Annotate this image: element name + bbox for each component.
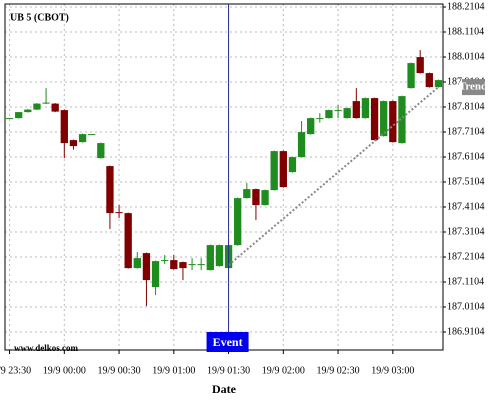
candle-body [60, 110, 68, 144]
candle-body [151, 261, 160, 288]
candle-body [389, 101, 397, 143]
x-tick-label: 19/9 03:00 [371, 365, 414, 376]
chart-title: UB 5 (CBOT) [10, 12, 69, 23]
candle-body [307, 118, 315, 135]
x-tick-label: 19/9 02:30 [317, 365, 360, 376]
y-tick-label: 188.2104 [447, 1, 485, 12]
candle-body [361, 98, 370, 119]
candle-body [270, 151, 278, 191]
candle-body [288, 157, 297, 173]
candle-body [380, 101, 388, 137]
y-tick-label: 187.2104 [447, 251, 485, 262]
y-tick-label: 187.6104 [447, 151, 485, 162]
candle-body [261, 190, 269, 206]
candle-body [334, 110, 342, 112]
candle-body [434, 80, 443, 88]
candle-body [206, 245, 214, 271]
y-tick-label: 187.4104 [447, 201, 485, 212]
trend-label-box [462, 79, 485, 96]
candle-body [106, 166, 114, 214]
candle-body [398, 96, 406, 144]
candle-body [197, 264, 205, 266]
x-tick-label: 19/9 23:30 [0, 365, 31, 376]
y-tick-label: 188.1104 [447, 26, 484, 37]
plot [5, 4, 443, 350]
candle-body [133, 258, 141, 269]
x-tick-label: 19/9 01:30 [207, 365, 250, 376]
event-label: Event [213, 335, 243, 349]
candle-body [188, 264, 196, 266]
event-label-box [206, 332, 249, 352]
y-tick-label: 187.8104 [447, 101, 485, 112]
candle-body [352, 101, 360, 119]
watermark: www.delkos.com [14, 343, 79, 353]
candle-body [179, 262, 187, 269]
candle-body [97, 143, 105, 159]
y-tick-label: 187.3104 [447, 226, 485, 237]
candle-body [51, 103, 59, 112]
candle-body [343, 108, 351, 119]
candle-body [252, 189, 260, 206]
candle-body [425, 73, 433, 88]
candle-body [33, 103, 41, 110]
candle-body [316, 118, 324, 120]
candle-body [24, 109, 32, 113]
y-tick-label: 187.0104 [447, 301, 485, 312]
y-tick-label: 188.0104 [447, 51, 485, 62]
candle-body [325, 110, 333, 119]
candle-body [416, 57, 424, 74]
trend-label: Trend [459, 81, 487, 93]
candle-body [243, 189, 251, 199]
y-tick-label: 187.5104 [447, 176, 485, 187]
candle-body [170, 260, 178, 270]
candle-body [279, 151, 287, 188]
y-tick-label: 186.9104 [447, 326, 485, 337]
candle-body [15, 112, 23, 119]
x-tick-label: 19/9 00:00 [43, 365, 86, 376]
candle-body [124, 213, 132, 269]
candle-body [69, 140, 78, 147]
candle-body [142, 253, 151, 281]
x-axis-label: Date [212, 382, 237, 396]
x-tick-label: 19/9 02:00 [262, 365, 305, 376]
candle-body [370, 98, 379, 141]
candle-body [88, 134, 96, 136]
x-tick-label: 19/9 00:30 [98, 365, 141, 376]
candle-body [5, 118, 14, 120]
candle-body [215, 245, 224, 267]
x-tick-label: 19/9 01:00 [152, 365, 195, 376]
candle-body [42, 102, 50, 104]
candle-body [161, 260, 169, 262]
candle-body [297, 132, 306, 158]
candle-body [407, 63, 415, 89]
candle-body [78, 134, 87, 143]
candle-body [115, 212, 123, 214]
trend-line [227, 86, 440, 266]
candle-body [234, 198, 242, 246]
y-tick-label: 187.1104 [447, 276, 484, 287]
y-tick-label: 187.7104 [447, 126, 485, 137]
